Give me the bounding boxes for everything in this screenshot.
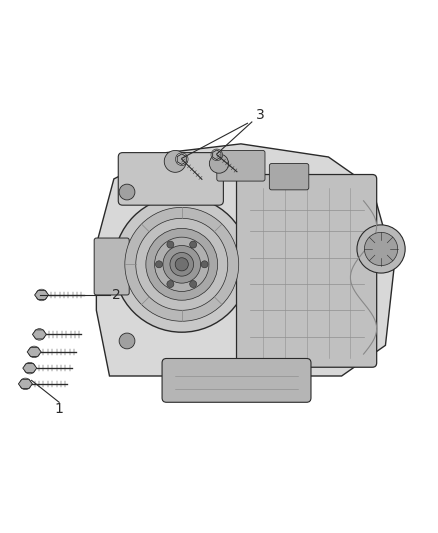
Circle shape <box>190 241 197 248</box>
Polygon shape <box>177 154 186 165</box>
Circle shape <box>146 229 218 300</box>
Circle shape <box>211 149 223 160</box>
Circle shape <box>190 280 197 287</box>
FancyBboxPatch shape <box>94 238 129 295</box>
Polygon shape <box>212 150 221 159</box>
Circle shape <box>201 261 208 268</box>
Circle shape <box>34 329 45 340</box>
FancyBboxPatch shape <box>118 152 223 205</box>
FancyBboxPatch shape <box>269 164 309 190</box>
Polygon shape <box>27 348 41 357</box>
Circle shape <box>167 241 174 248</box>
Text: 2: 2 <box>112 288 120 302</box>
Circle shape <box>164 150 186 172</box>
Circle shape <box>119 333 135 349</box>
Text: 3: 3 <box>256 108 265 123</box>
Circle shape <box>119 184 135 200</box>
FancyBboxPatch shape <box>237 174 377 367</box>
FancyBboxPatch shape <box>217 150 265 181</box>
Circle shape <box>155 237 209 292</box>
Circle shape <box>136 219 228 310</box>
Polygon shape <box>32 330 46 339</box>
Circle shape <box>155 261 162 268</box>
Circle shape <box>125 207 239 321</box>
Circle shape <box>209 154 229 173</box>
Circle shape <box>28 346 40 358</box>
Circle shape <box>20 378 31 390</box>
Circle shape <box>170 253 194 276</box>
Circle shape <box>163 246 201 283</box>
FancyBboxPatch shape <box>162 359 311 402</box>
Polygon shape <box>23 364 37 373</box>
Circle shape <box>364 232 398 265</box>
Circle shape <box>24 362 35 374</box>
Polygon shape <box>96 144 394 376</box>
Circle shape <box>175 258 188 271</box>
Polygon shape <box>18 379 32 389</box>
Text: 1: 1 <box>55 402 64 416</box>
Circle shape <box>176 153 188 166</box>
Circle shape <box>357 225 405 273</box>
Circle shape <box>167 280 174 287</box>
Circle shape <box>36 289 47 301</box>
Polygon shape <box>35 290 49 300</box>
Circle shape <box>114 197 250 332</box>
